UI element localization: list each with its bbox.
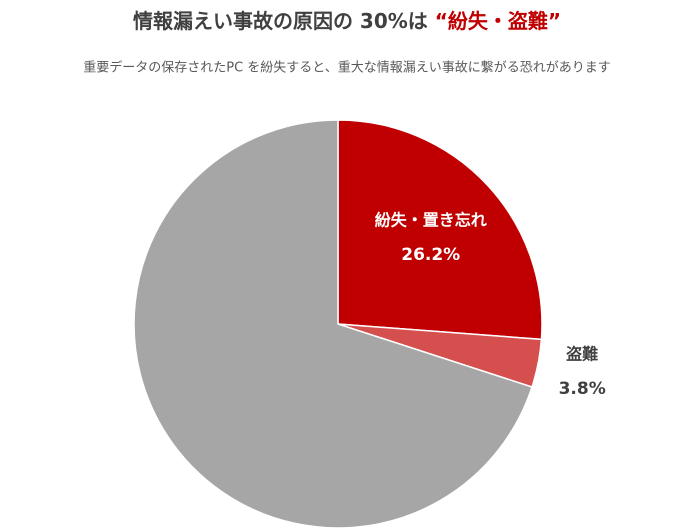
pie-slice: [133, 119, 533, 529]
chart-subtitle: 重要データの保存されたPC を紛失すると、重大な情報漏えい事故に繋がる恐れがあり…: [83, 60, 611, 76]
slice-label: 盗難: [566, 345, 598, 364]
slice-label: 紛失・置き忘れ: [375, 210, 487, 229]
slice-value-label: 26.2%: [401, 245, 460, 265]
chart-title: 情報漏えい事故の原因の 30%は “紛失・盗難”: [133, 9, 561, 33]
slice-value-label: 3.8%: [559, 379, 606, 399]
pie-slice: [337, 119, 543, 341]
title-text: 情報漏えい事故の原因の 30%は: [133, 9, 435, 33]
title-highlight: “紛失・盗難”: [435, 9, 561, 33]
